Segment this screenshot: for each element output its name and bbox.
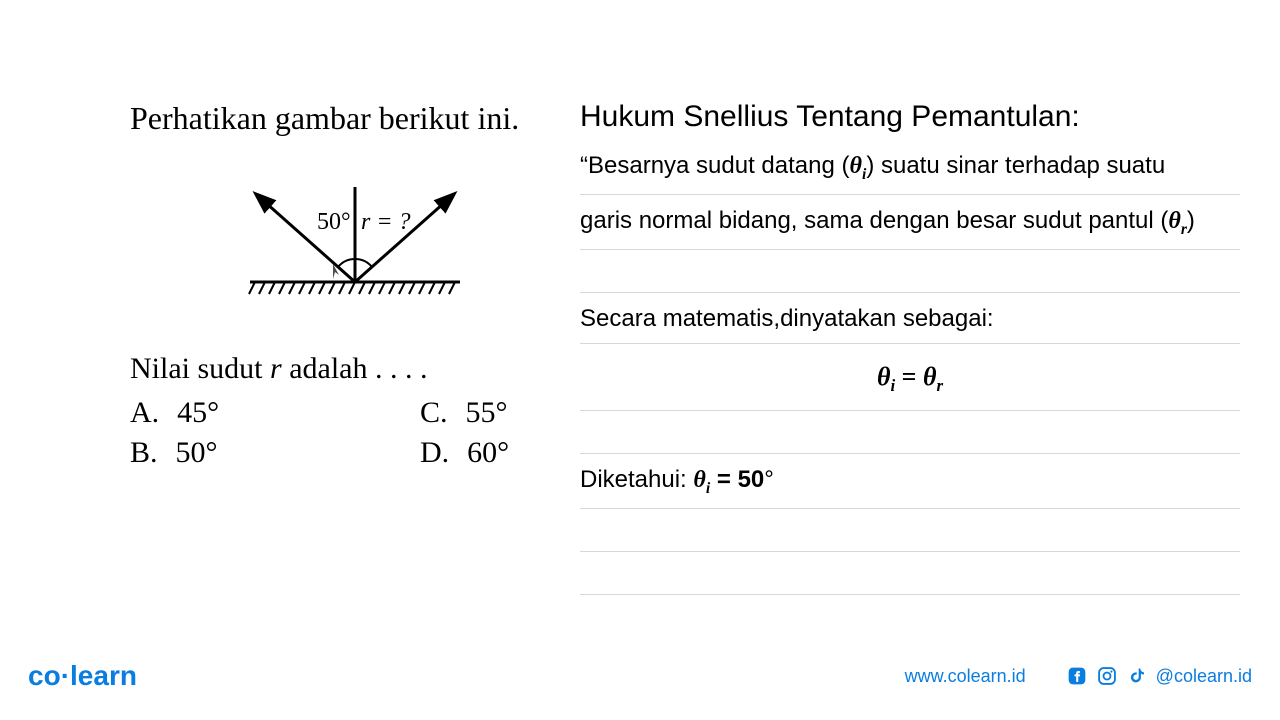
- incident-angle-label: 50°: [317, 209, 351, 235]
- problem-prompt: Perhatikan gambar berikut ini.: [130, 100, 580, 137]
- math-intro: Secara matematis,dinyatakan sebagai:: [580, 305, 1240, 344]
- explanation-line-2: garis normal bidang, sama dengan besar s…: [580, 207, 1240, 250]
- reflection-diagram: 50° r = ?: [130, 167, 580, 312]
- social-handle: @colearn.id: [1156, 666, 1252, 687]
- tiktok-icon: [1126, 665, 1148, 687]
- brand-logo: co·learn: [28, 660, 137, 692]
- explanation-line-1: “Besarnya sudut datang (θi) suatu sinar …: [580, 152, 1240, 195]
- footer-url: www.colearn.id: [905, 666, 1026, 687]
- blank-line-2: [580, 423, 1240, 454]
- reflected-angle-label: r = ?: [361, 209, 411, 235]
- blank-line: [580, 262, 1240, 293]
- option-a: A.45°: [130, 396, 420, 430]
- option-b: B.50°: [130, 436, 420, 470]
- given-line: Diketahui: θi = 50°: [580, 466, 1240, 509]
- blank-line-4: [580, 564, 1240, 595]
- explanation-heading: Hukum Snellius Tentang Pemantulan:: [580, 100, 1240, 134]
- social-icons: @colearn.id: [1066, 665, 1252, 687]
- blank-line-3: [580, 521, 1240, 552]
- question-text: Nilai sudut r adalah . . . .: [130, 352, 580, 386]
- answer-options: A.45° C.55° B.50° D.60°: [130, 396, 580, 470]
- footer: co·learn www.colearn.id @colearn.id: [0, 660, 1280, 692]
- facebook-icon: [1066, 665, 1088, 687]
- formula: θi = θr: [580, 356, 1240, 411]
- instagram-icon: [1096, 665, 1118, 687]
